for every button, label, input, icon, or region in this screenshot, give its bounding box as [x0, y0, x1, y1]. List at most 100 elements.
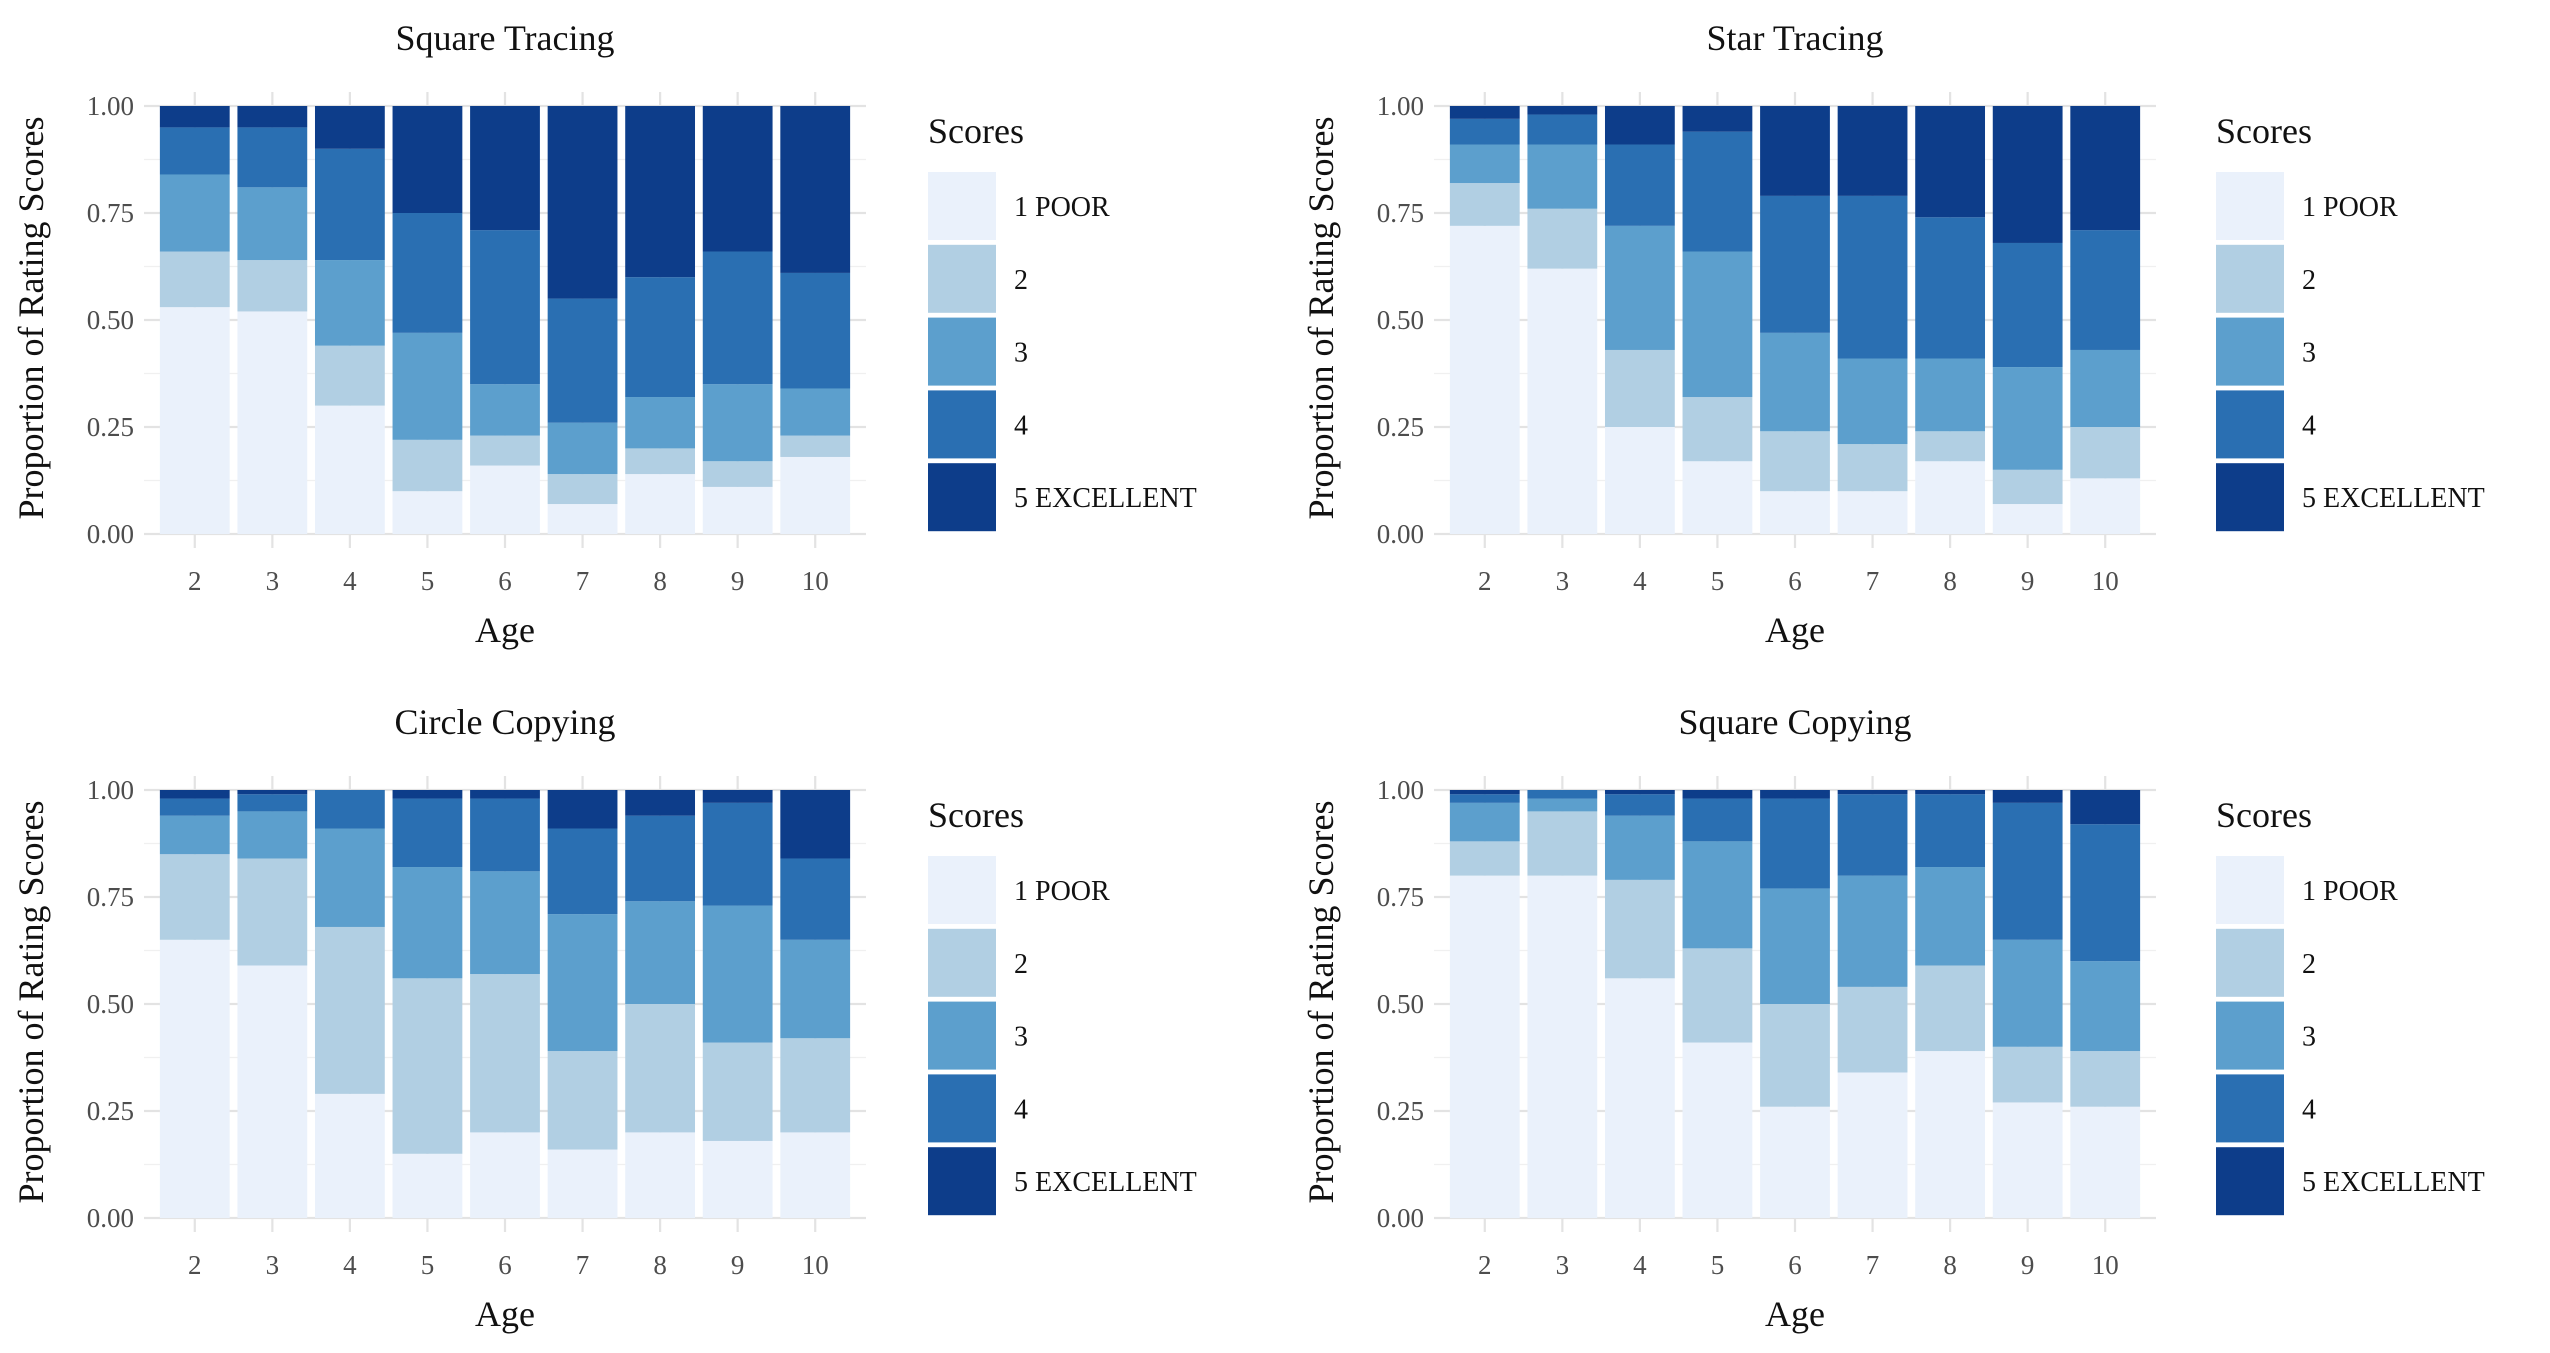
x-tick-label: 5: [1711, 566, 1725, 596]
bar-segment-age-8-4: [625, 277, 696, 398]
bar-segment-age-9-3: [1992, 939, 2063, 1047]
legend-label-5-excellent: 5 EXCELLENT: [2302, 483, 2485, 514]
bar-segment-age-6-4: [470, 798, 540, 872]
chart-panel-star-tracing: Star Tracing 0.00 0.25 0.50 0.75 1.00 2 3 4 5 6 7 8 9…: [1301, 18, 2485, 650]
bar-segment-age-3-3: [1527, 144, 1598, 209]
bar-segment-age-9-3: [702, 905, 773, 1043]
x-tick-label: 6: [498, 566, 512, 596]
bar-segment-age-6-1-poor: [1760, 491, 1830, 534]
bar-segment-age-3-4: [1527, 790, 1598, 799]
bar-segment-age-2-5-excellent: [159, 790, 230, 799]
bar-segment-age-5-4: [392, 798, 463, 868]
bar-segment-age-5-4: [1682, 798, 1753, 842]
y-tick-label: 1.00: [87, 91, 134, 121]
bar-segment-age-5-4: [392, 213, 463, 333]
bar-segment-age-2-3: [1449, 144, 1520, 184]
chart-title: Square Tracing: [396, 18, 615, 58]
bar-segment-age-7-5-excellent: [547, 790, 618, 829]
y-tick-label: 0.00: [87, 1203, 134, 1233]
legend-swatch-4: [2216, 390, 2284, 459]
bar-segment-age-2-5-excellent: [159, 106, 230, 128]
y-axis-title: Proportion of Rating Scores: [1301, 801, 1341, 1204]
bar-segment-age-3-4: [237, 794, 308, 812]
chart-panel-circle-copying: Circle Copying 0.00 0.25 0.50 0.75 1.00 2 3 4 5 6 7…: [11, 702, 1197, 1334]
bar-segment-age-10-4: [780, 858, 851, 940]
bar-segment-age-2-3: [159, 815, 230, 855]
x-tick-label: 7: [576, 566, 590, 596]
bar-segment-age-10-3: [2070, 349, 2141, 427]
legend-label-4: 4: [2302, 410, 2316, 441]
bar-segment-age-6-4: [1760, 195, 1830, 333]
bar-segment-age-8-3: [625, 901, 696, 1004]
y-tick-label: 1.00: [87, 775, 134, 805]
x-tick-label: 9: [731, 566, 745, 596]
y-axis-title: Proportion of Rating Scores: [1301, 117, 1341, 520]
x-tick-label: 8: [653, 1250, 667, 1280]
bar-segment-age-5-3: [392, 867, 463, 979]
legend-swatch-2: [928, 244, 996, 313]
y-tick-label: 0.25: [1377, 1096, 1424, 1126]
bar-segment-age-3-1-poor: [237, 965, 308, 1218]
bar-segment-age-9-4: [1992, 802, 2063, 940]
bar-segment-age-4-3: [1604, 815, 1675, 880]
legend-swatch-1-poor: [2216, 856, 2284, 924]
x-tick-label: 10: [2092, 566, 2119, 596]
bar-segment-age-7-5-excellent: [547, 106, 618, 299]
bar-segment-age-10-3: [780, 939, 851, 1039]
x-tick-label: 2: [1478, 1250, 1492, 1280]
bar-segment-age-3-1-poor: [237, 311, 308, 534]
bar-segment-age-10-2: [780, 435, 851, 457]
legend-label-3: 3: [2302, 338, 2316, 369]
bar-segment-age-9-1-poor: [1992, 504, 2063, 534]
legend-swatch-2: [928, 928, 996, 997]
y-tick-label: 0.75: [87, 198, 134, 228]
bar-segment-age-9-1-poor: [702, 1140, 773, 1218]
bar-segment-age-5-5-excellent: [392, 790, 463, 799]
bar-segment-age-10-3: [780, 388, 851, 436]
x-tick-label: 2: [1478, 566, 1492, 596]
bar-segment-age-7-3: [1837, 875, 1908, 987]
bar-segment-age-5-1-poor: [392, 1153, 463, 1218]
bar-segment-age-10-1-poor: [780, 456, 851, 534]
bar-segment-age-5-2: [1682, 397, 1753, 462]
bar-segment-age-2-1-poor: [159, 307, 230, 534]
bar-segment-age-7-3: [1837, 358, 1908, 445]
bar-segment-age-2-2: [1449, 841, 1520, 876]
bar-segment-age-9-1-poor: [702, 486, 773, 534]
bar-segment-age-9-2: [702, 1042, 773, 1141]
bar-segment-age-2-5-excellent: [1449, 790, 1520, 795]
legend: Scores 1 POOR 2 3 4 5 EXCELLENT: [928, 795, 1197, 1216]
legend-label-1-poor: 1 POOR: [2302, 192, 2398, 223]
bar-segment-age-5-1-poor: [1682, 461, 1753, 534]
bar-segment-age-2-4: [159, 798, 230, 816]
bar-segment-age-6-3: [1760, 332, 1830, 432]
x-tick-label: 6: [498, 1250, 512, 1280]
y-tick-label: 0.25: [1377, 412, 1424, 442]
bar-segment-age-4-5-excellent: [1604, 106, 1675, 145]
bar-segment-age-3-5-excellent: [237, 106, 308, 128]
bar-segment-age-5-3: [1682, 251, 1753, 398]
y-tick-label: 0.25: [87, 1096, 134, 1126]
bar-segment-age-2-4: [1449, 794, 1520, 803]
bar-segment-age-6-3: [470, 871, 540, 975]
legend-label-4: 4: [2302, 1094, 2316, 1125]
bar-segment-age-8-2: [625, 448, 696, 475]
bar-segment-age-9-2: [702, 461, 773, 487]
bar-segment-age-7-5-excellent: [1837, 106, 1908, 196]
bar-segment-age-4-4: [314, 790, 385, 829]
bar-segment-age-9-5-excellent: [1992, 790, 2063, 803]
bar-segment-age-6-2: [1760, 431, 1830, 492]
bar-segment-age-8-2: [1915, 431, 1986, 462]
bar-segment-age-7-4: [547, 828, 618, 915]
bar-segment-age-4-3: [314, 260, 385, 346]
legend-label-2: 2: [1014, 265, 1028, 296]
x-tick-label: 9: [2021, 1250, 2035, 1280]
bar-segment-age-5-5-excellent: [1682, 106, 1753, 132]
bar-segment-age-6-1-poor: [1760, 1106, 1830, 1218]
bar-segment-age-8-5-excellent: [625, 106, 696, 278]
bar-segment-age-7-4: [1837, 794, 1908, 876]
bar-segment-age-10-3: [2070, 961, 2141, 1052]
x-tick-label: 6: [1788, 566, 1802, 596]
bar-segment-age-3-1-poor: [1527, 875, 1598, 1218]
bar-segment-age-10-1-poor: [2070, 1106, 2141, 1218]
